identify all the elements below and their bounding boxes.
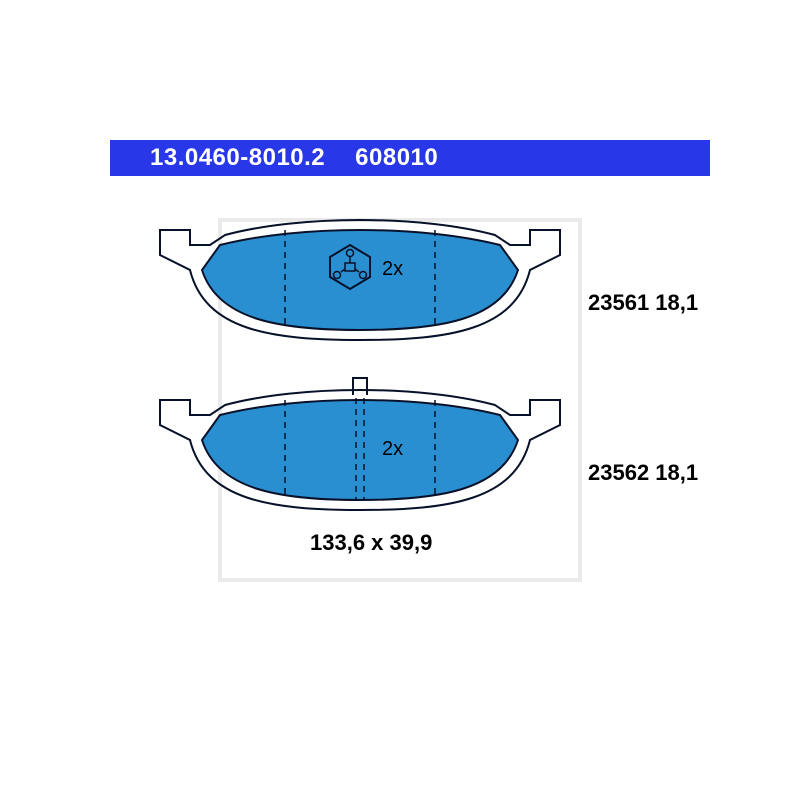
- ref-label-top: 23561 18,1: [588, 290, 698, 316]
- part-code-secondary: 608010: [355, 144, 438, 172]
- ref-label-bottom: 23562 18,1: [588, 460, 698, 486]
- header-bar: 13.0460-8010.2 608010: [110, 140, 710, 176]
- qty-label-top: 2x: [382, 258, 403, 280]
- diagram-root: 13.0460-8010.2 608010 2x: [0, 0, 800, 800]
- brake-pad-bottom: 2x: [150, 370, 570, 530]
- qty-label-bottom: 2x: [382, 438, 403, 460]
- brake-pad-top: 2x: [150, 200, 570, 360]
- part-code-primary: 13.0460-8010.2: [150, 144, 325, 172]
- dimension-label: 133,6 x 39,9: [310, 530, 432, 556]
